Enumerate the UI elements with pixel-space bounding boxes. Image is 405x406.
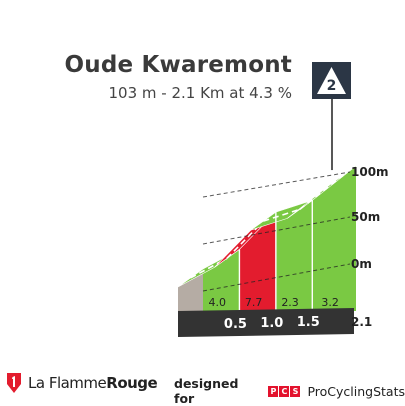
km-tick-label: 1.0 <box>260 316 283 331</box>
climb-summary: 103 m - 2.1 Km at 4.3 % <box>108 84 292 102</box>
profile-segment-front <box>275 200 313 311</box>
pcs-logo-letter-p: P <box>268 385 279 397</box>
category-triangle-icon <box>317 67 346 94</box>
gradient-label: 4.0 <box>208 296 226 309</box>
km-tick-label: 0.5 <box>224 317 247 332</box>
profile-segment-front <box>312 166 356 311</box>
pcs-logo-icon: P C S <box>268 385 301 397</box>
elevation-gridline <box>202 263 351 292</box>
lfr-brand-name: La FlammeRouge <box>28 374 158 392</box>
climb-title: Oude Kwaremont <box>64 52 292 78</box>
lfr-brand: La FlammeRouge <box>4 372 158 394</box>
category-number: 2 <box>327 78 337 94</box>
pcs-logo-letter-c: C <box>279 385 290 397</box>
profile-segment-front <box>239 212 276 311</box>
elevation-tick-label: 0m <box>351 257 372 271</box>
elevation-gridline <box>202 216 351 245</box>
profile-ridge-dash <box>263 208 301 222</box>
total-distance-label: 2.1 <box>351 315 372 329</box>
elevation-gridline <box>202 171 351 198</box>
lfr-flame-icon <box>7 373 21 393</box>
pcs-logo-letter-s: S <box>290 385 301 397</box>
km-tick-label: 1.5 <box>297 315 320 330</box>
elevation-tick-label: 100m <box>351 165 389 179</box>
gradient-label: 3.2 <box>321 296 339 309</box>
gradient-label: 2.3 <box>281 296 299 309</box>
distance-base-strip <box>178 308 354 337</box>
profile-side-wall <box>178 268 203 311</box>
pcs-name: ProCyclingStats <box>307 383 405 399</box>
gradient-label: 7.7 <box>245 296 263 309</box>
lfr-brand-part1: La Flamme <box>28 374 107 392</box>
lfr-brand-part2: Rouge <box>106 374 158 392</box>
elevation-tick-label: 50m <box>351 210 380 224</box>
